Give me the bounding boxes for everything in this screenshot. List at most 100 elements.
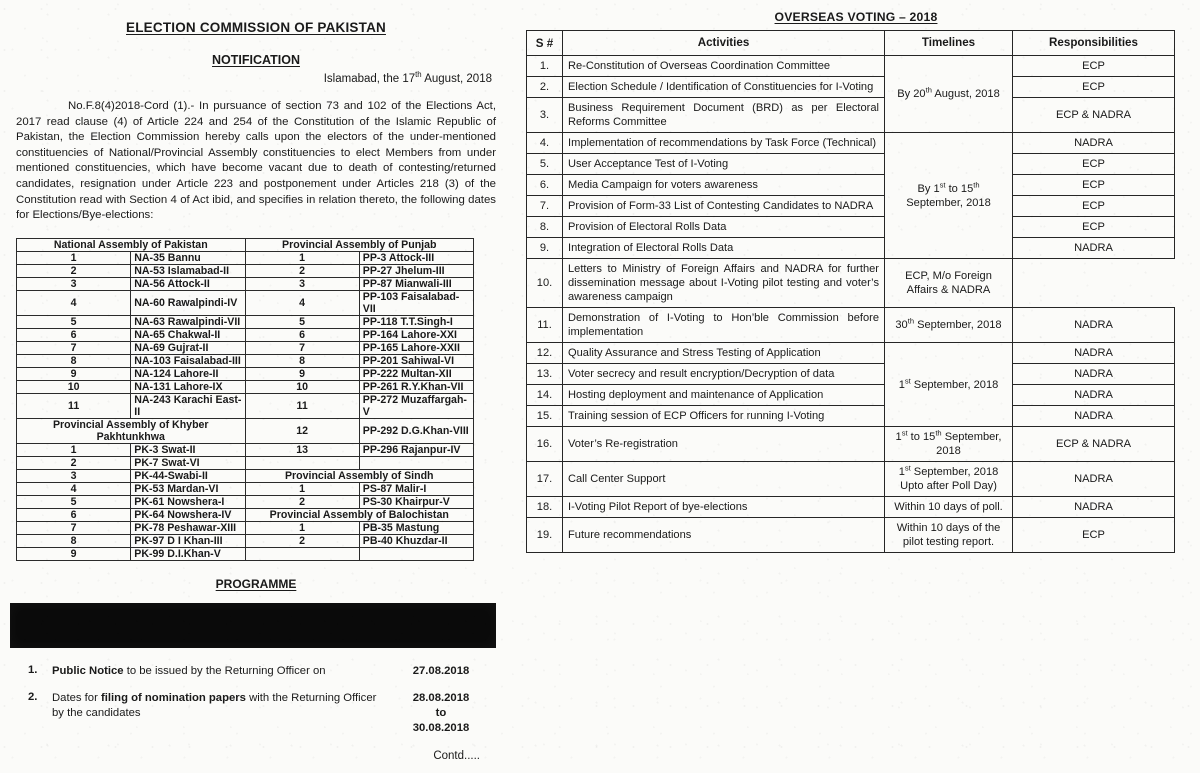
constituency-name: PK-99 D.I.Khan-V bbox=[130, 546, 246, 561]
constituency-name: NA-69 Gujrat-II bbox=[130, 340, 246, 355]
constituency-name: NA-63 Rawalpindi-VII bbox=[130, 314, 246, 329]
cell-activity: Implementation of recommendations by Tas… bbox=[562, 132, 885, 154]
constituency-row: 8 PK-97 D I Khan-III 2 PB-40 Khuzdar-II bbox=[15, 533, 475, 548]
constituency-index: 9 bbox=[244, 366, 360, 381]
constituency-index: 8 bbox=[15, 533, 132, 548]
notification-body: No.F.8(4)2018-Cord (1).- In pursuance of… bbox=[16, 100, 496, 222]
constituency-index: 1 bbox=[244, 250, 360, 265]
table-row: 14. Hosting deployment and maintenance of… bbox=[526, 384, 1175, 406]
constituency-name: PP-272 Muzaffargah-V bbox=[358, 392, 475, 419]
dateline-prefix: Islamabad, the 17 bbox=[323, 73, 416, 85]
constituency-name: PP-118 T.T.Singh-I bbox=[358, 314, 475, 329]
cell-timeline: 30th September, 2018 bbox=[884, 307, 1013, 343]
notification-panel: ELECTION COMMISSION OF PAKISTAN NOTIFICA… bbox=[0, 0, 512, 773]
constituency-index: 4 bbox=[15, 289, 132, 316]
table-row: 13. Voter secrecy and result encryption/D… bbox=[526, 363, 1175, 385]
dateline-ordinal: th bbox=[415, 70, 422, 80]
constituency-name: PK-7 Swat-VI bbox=[130, 455, 246, 470]
cell-serial: 7. bbox=[526, 195, 563, 217]
constituency-name: NA-243 Karachi East-II bbox=[130, 392, 246, 419]
cell-activity: Business Requirement Document (BRD) as p… bbox=[562, 97, 885, 133]
cell-serial: 10. bbox=[526, 258, 563, 308]
constituency-index: 2 bbox=[244, 263, 360, 278]
constituency-name: NA-60 Rawalpindi-IV bbox=[130, 289, 246, 316]
table-row: 10. Letters to Ministry of Foreign Affair… bbox=[526, 258, 1175, 308]
constituency-index: 1 bbox=[15, 442, 132, 457]
constituency-name: PP-87 Mianwali-III bbox=[358, 276, 475, 291]
constituency-row: 6 PK-64 Nowshera-IV Provincial Assembly of… bbox=[15, 507, 474, 522]
cell-activity: Hosting deployment and maintenance of Ap… bbox=[562, 384, 885, 406]
constituency-name: PP-165 Lahore-XXII bbox=[358, 340, 475, 355]
constituency-name: PK-61 Nowshera-I bbox=[130, 494, 246, 509]
cell-serial: 9. bbox=[526, 237, 563, 259]
constituency-name: PS-30 Khairpur-V bbox=[358, 494, 475, 509]
cell-serial: 17. bbox=[526, 461, 563, 497]
constituency-name: NA-53 Islamabad-II bbox=[130, 263, 246, 278]
cell-responsibility: ECP bbox=[1012, 195, 1175, 217]
redaction-bar bbox=[10, 602, 496, 648]
constituency-row: 4 NA-60 Rawalpindi-IV 4 PP-103 Faisalabad-V… bbox=[15, 289, 475, 316]
constituency-name: PB-35 Mastung bbox=[358, 520, 475, 535]
constituency-row: 11 NA-243 Karachi East-II 11 PP-272 Muzaffa… bbox=[15, 392, 475, 419]
cell-serial: 5. bbox=[526, 153, 563, 175]
constituency-index: 11 bbox=[244, 392, 360, 419]
constituency-group-header: Provincial Assembly of Punjab bbox=[244, 237, 474, 252]
constituency-index: 2 bbox=[244, 533, 360, 548]
table-row: 9. Integration of Electoral Rolls Data NAD… bbox=[526, 237, 1175, 259]
cell-timeline: 1st to 15th September, 2018 bbox=[884, 426, 1013, 462]
constituency-name: PK-97 D I Khan-III bbox=[130, 533, 246, 548]
cell-serial: 14. bbox=[526, 384, 563, 406]
constituency-name: PP-27 Jhelum-III bbox=[358, 263, 475, 278]
cell-serial: 1. bbox=[526, 55, 563, 77]
cell-activity: Future recommendations bbox=[562, 517, 885, 553]
cell-activity: Re-Constitution of Overseas Coordination… bbox=[562, 55, 885, 77]
programme-item-date: 27.08.2018 bbox=[412, 664, 470, 677]
constituency-index: 7 bbox=[244, 340, 360, 355]
cell-activity: Provision of Form-33 List of Contesting … bbox=[562, 195, 885, 217]
table-row: 6. Media Campaign for voters awareness ECP bbox=[526, 174, 1175, 196]
cell-serial: 4. bbox=[526, 132, 563, 154]
table-row: 15. Training session of ECP Officers for … bbox=[526, 405, 1175, 427]
constituency-index: 10 bbox=[15, 379, 132, 394]
cell-timeline: 1st September, 2018 Upto after Poll Day) bbox=[884, 461, 1013, 497]
constituency-name: PP-3 Attock-III bbox=[358, 250, 475, 265]
constituency-name: PP-222 Multan-XII bbox=[358, 366, 475, 381]
cell-activity: Quality Assurance and Stress Testing of … bbox=[562, 342, 885, 364]
constituency-row: 9 PK-99 D.I.Khan-V bbox=[15, 546, 475, 561]
notification-heading: NOTIFICATION bbox=[212, 53, 300, 67]
cell-timeline: Within 10 days of the pilot testing repo… bbox=[884, 517, 1013, 553]
cell-serial: 13. bbox=[526, 363, 563, 385]
constituency-row: 3 NA-56 Attock-II 3 PP-87 Mianwali-III bbox=[15, 276, 475, 291]
cell-serial: 15. bbox=[526, 405, 563, 427]
constituency-blank-num bbox=[244, 546, 360, 561]
constituency-name: PP-103 Faisalabad-VII bbox=[358, 289, 475, 316]
constituency-name: PP-201 Sahiwal-VI bbox=[358, 353, 475, 368]
constituency-index: 3 bbox=[15, 276, 132, 291]
constituency-group-header: Provincial Assembly of Sindh bbox=[244, 468, 474, 483]
cell-responsibility: ECP & NADRA bbox=[1012, 426, 1175, 462]
constituency-name: PP-292 D.G.Khan-VIII bbox=[358, 417, 475, 444]
table-row: 7. Provision of Form-33 List of Contestin… bbox=[526, 195, 1175, 217]
constituency-blank-name bbox=[358, 546, 475, 561]
cell-activity: Integration of Electoral Rolls Data bbox=[562, 237, 885, 259]
table-row: 12. Quality Assurance and Stress Testing … bbox=[526, 342, 1175, 427]
cell-serial: 12. bbox=[526, 342, 563, 364]
cell-activity: Demonstration of I-Voting to Hon’ble Com… bbox=[562, 307, 885, 343]
constituency-name: NA-65 Chakwal-II bbox=[130, 327, 246, 342]
dateline-suffix: August, 2018 bbox=[421, 73, 492, 85]
constituency-blank-name bbox=[358, 455, 475, 470]
column-header-responsibilities: Responsibilities bbox=[1012, 30, 1175, 56]
overseas-voting-table-head: S # Activities Timelines Responsibilities bbox=[526, 30, 1175, 56]
cell-serial: 16. bbox=[526, 426, 563, 462]
constituency-index: 5 bbox=[244, 314, 360, 329]
cell-activity: Letters to Ministry of Foreign Affairs a… bbox=[562, 258, 885, 308]
constituency-index: 8 bbox=[15, 353, 132, 368]
cell-responsibility: NADRA bbox=[1012, 461, 1175, 497]
cell-responsibility: NADRA bbox=[1012, 307, 1175, 343]
cell-responsibility: ECP & NADRA bbox=[1012, 97, 1175, 133]
constituency-table: National Assembly of Pakistan Provincial … bbox=[15, 237, 475, 561]
constituency-index: 13 bbox=[244, 442, 360, 457]
constituency-name: PB-40 Khuzdar-II bbox=[358, 533, 475, 548]
cell-timeline: Within 10 days of poll. bbox=[884, 496, 1013, 518]
programme-list: 1. Public Notice to be issued by the Retu… bbox=[16, 664, 496, 736]
